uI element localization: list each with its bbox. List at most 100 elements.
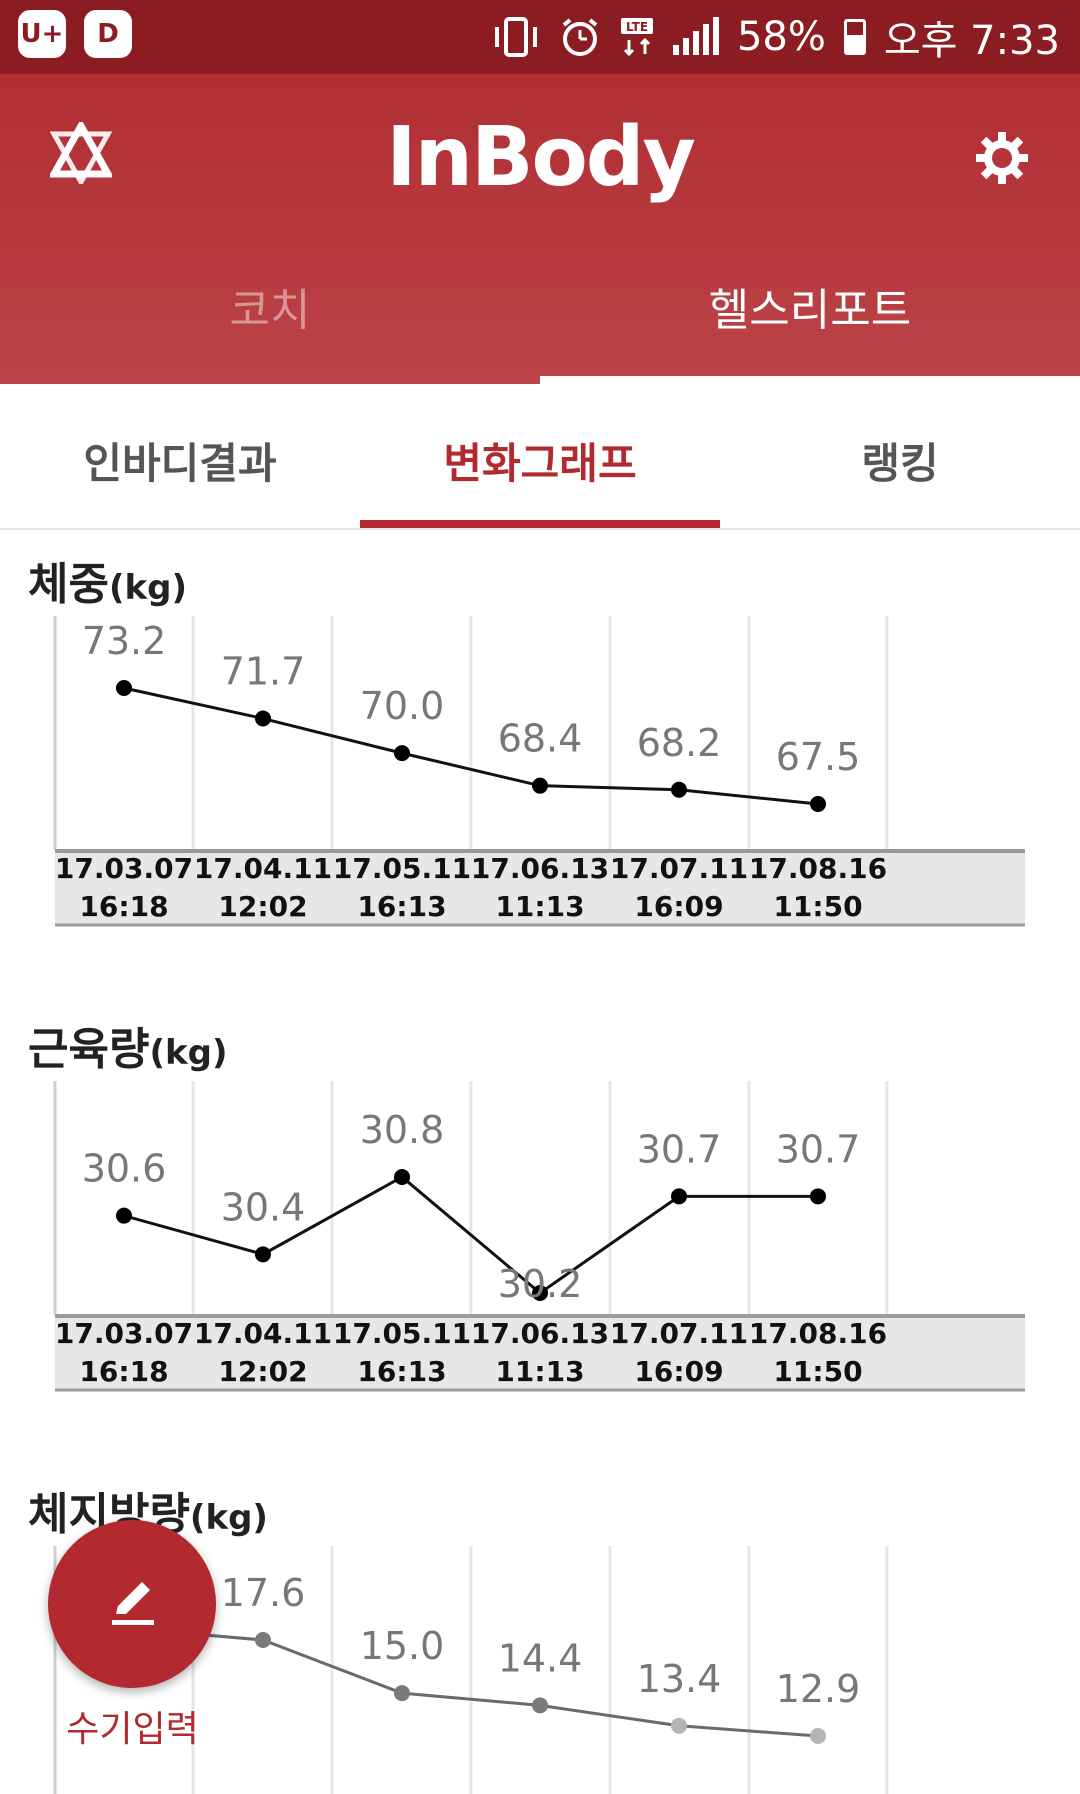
main-tab-indicator [540,376,1080,384]
data-label: 73.2 [82,619,167,663]
brand-logo: InBody [386,110,696,205]
battery-icon [843,19,866,55]
data-label: 30.7 [776,1127,861,1171]
chart-title-text: 체중 [28,559,109,610]
manual-entry-button[interactable] [48,1520,216,1688]
clock: 오후 7:33 [883,18,1060,64]
data-point [532,777,548,794]
signal-icon [672,17,719,55]
grid-column [193,1081,332,1315]
x-tick-time: 11:13 [495,890,584,923]
grid-column [193,1546,332,1794]
data-point [532,1285,548,1301]
data-point [255,1246,271,1263]
axis-band [55,850,1025,926]
grid-column [55,616,194,850]
series-line [123,686,819,806]
tab-inbody-results[interactable]: 인바디결과 [83,439,277,488]
x-tick-date: 17.04.11 [194,1317,332,1350]
x-tick-time: 11:13 [495,1355,584,1388]
x-tick-date: 17.08.16 [749,1317,887,1350]
data-label: 13.4 [637,1657,722,1701]
x-tick-date: 17.07.11 [610,852,748,885]
svg-text:LTE: LTE [626,20,648,34]
chart-title-text: 근육량 [28,1024,150,1075]
data-label: 67.5 [776,735,861,779]
grid-column [332,616,471,850]
tab-change-graph[interactable]: 변화그래프 [443,439,637,488]
x-tick-time: 12:02 [218,1355,307,1388]
alarm-icon [559,16,601,58]
sub-tab-bar: 인바디결과 변화그래프 랭킹 [0,384,1080,530]
data-point [810,1188,826,1205]
gear-icon[interactable] [974,130,1030,190]
axis-band [55,1315,1025,1391]
x-tick-date: 17.08.16 [749,852,887,885]
status-bar: U+ D LTE 58% 오후 7:33 [0,0,1080,74]
data-label: 30.7 [637,1127,722,1171]
x-tick-date: 17.06.13 [471,852,609,885]
x-tick-time: 16:13 [357,890,446,923]
data-label: 17.6 [221,1571,306,1615]
grid-column [610,1546,749,1794]
chart-title-unit: (kg) [189,1498,268,1538]
x-tick-time: 16:18 [79,890,168,923]
tab-ranking[interactable]: 랭킹 [861,439,939,488]
grid-column [332,1546,471,1794]
uplus-app-icon: U+ [18,10,66,58]
chart-title-unit: (kg) [149,1033,228,1073]
x-tick-date: 17.06.13 [471,1317,609,1350]
weight-chart: 17.03.07 16:18 17.04.11 12:02 17.05.11 16:13 1… [53,616,1025,927]
tab-health-report[interactable]: 헬스리포트 [708,285,912,336]
data-point [810,1728,826,1744]
x-tick-date: 17.03.07 [55,1317,193,1350]
vibrate-icon [491,17,541,57]
x-tick-time: 16:18 [79,1355,168,1388]
grid-column [749,1546,888,1794]
x-tick-date: 17.05.11 [333,852,471,885]
data-point [394,1169,410,1185]
data-label: 15.0 [360,1624,445,1668]
x-tick-time: 16:09 [634,890,723,923]
data-point [255,710,271,727]
x-tick-time: 11:50 [773,1355,862,1388]
triangle-logo-icon[interactable] [48,118,114,188]
series-line [123,1626,819,1738]
series-line [123,1175,818,1295]
grid-column [471,616,610,850]
data-label: 71.7 [221,650,306,694]
chart-title-unit: (kg) [108,568,187,608]
x-tick-time: 16:09 [634,1355,723,1388]
chart-title-muscle: 근육량(kg) [28,1013,227,1077]
data-point [255,1632,271,1648]
x-tick-date: 17.05.11 [333,1317,471,1350]
battery-percent: 58% [736,14,826,60]
data-label: 30.2 [498,1262,583,1306]
data-label: 30.8 [360,1108,445,1152]
data-point [394,745,410,762]
grid-column [193,616,332,850]
tab-coach[interactable]: 코치 [229,285,311,336]
data-point [116,1207,132,1224]
data-label: 70.0 [360,684,445,728]
data-point [671,1188,687,1205]
grid-column [749,616,888,850]
data-point [394,1685,410,1702]
x-tick-date: 17.03.07 [55,852,193,885]
data-label: 68.2 [637,721,722,765]
manual-entry-label: 수기입력 [66,1709,199,1750]
grid-column [55,1081,194,1315]
data-point [116,680,132,696]
data-point [532,1697,548,1714]
data-point [671,1717,687,1734]
grid-column [332,1081,471,1315]
data-point [810,796,826,812]
data-label: 68.4 [498,717,583,761]
lte-icon: LTE [619,16,655,58]
data-label: 14.4 [498,1636,583,1680]
data-point [671,781,687,798]
x-tick-time: 12:02 [218,890,307,923]
sub-tab-indicator [360,520,720,528]
grid-column [610,616,749,850]
x-tick-date: 17.04.11 [194,852,332,885]
